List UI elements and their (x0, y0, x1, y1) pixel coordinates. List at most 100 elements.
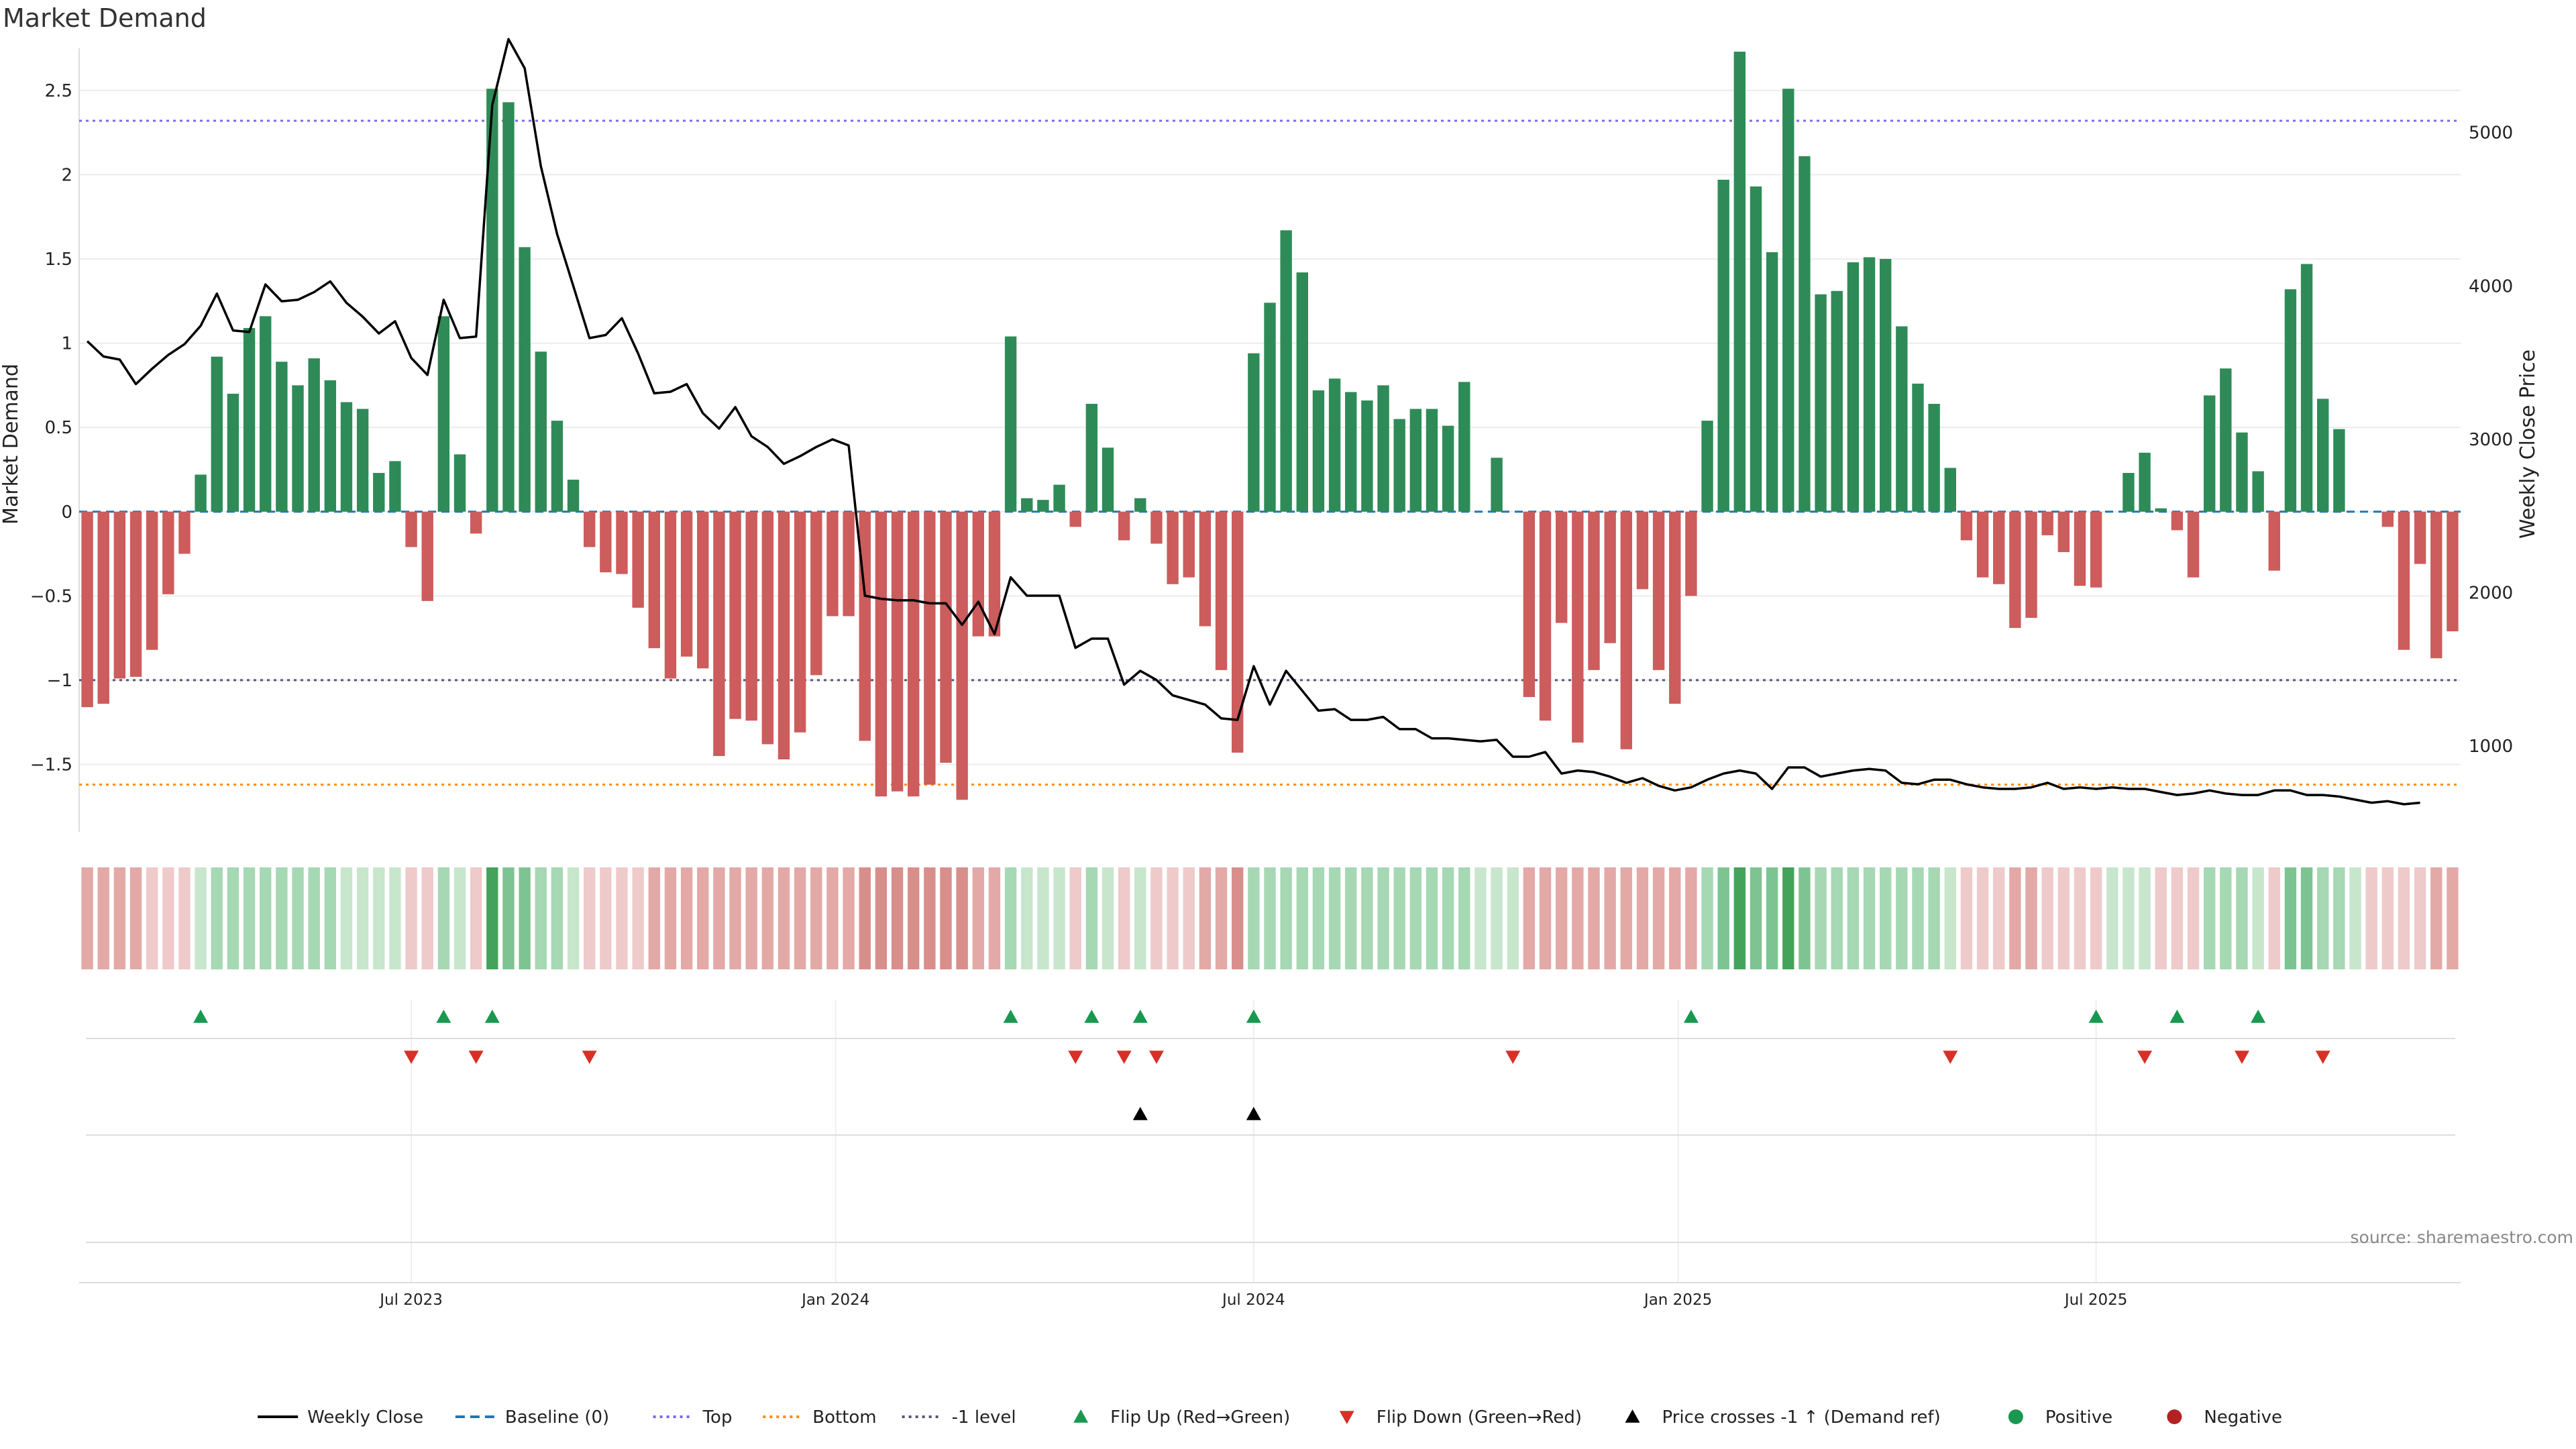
demand-bar (940, 511, 952, 763)
heat-cell (1831, 867, 1843, 969)
demand-bar (1069, 511, 1081, 527)
demand-bar (1604, 511, 1616, 643)
heat-cell (1976, 867, 1989, 969)
heat-cell (2139, 867, 2151, 969)
legend-label: Flip Up (Red→Green) (1110, 1407, 1290, 1428)
heat-cell (843, 867, 855, 969)
demand-bar (1409, 409, 1422, 512)
demand-bar (1037, 500, 1049, 512)
demand-bar (1361, 400, 1373, 512)
y2-tick-label: 3000 (2469, 430, 2513, 450)
demand-bar (421, 511, 433, 601)
legend-swatch (1073, 1409, 1089, 1423)
heat-cell (276, 867, 288, 969)
heat-cell (1118, 867, 1130, 969)
demand-bar (486, 89, 498, 512)
demand-bar (1328, 378, 1341, 512)
demand-bar (1733, 52, 1746, 512)
heat-cell (1944, 867, 1956, 969)
heat-cell (373, 867, 385, 969)
heat-cell (2155, 867, 2167, 969)
heat-cell (584, 867, 596, 969)
demand-bar (2430, 511, 2443, 659)
heat-cell (2236, 867, 2248, 969)
heat-cell (1604, 867, 1616, 969)
demand-bar (2057, 511, 2070, 553)
legend-item: Weekly Close (258, 1407, 423, 1428)
y2-tick-label: 5000 (2469, 123, 2513, 144)
demand-bar (453, 454, 466, 512)
heat-cell (1782, 867, 1794, 969)
demand-bar (276, 362, 288, 512)
weekly-close-line (86, 38, 2420, 806)
demand-bar (843, 511, 855, 616)
heat-cell (1069, 867, 1081, 969)
demand-bar (1944, 468, 1956, 512)
heat-cell (453, 867, 466, 969)
heat-cell (2430, 867, 2443, 969)
heat-cell (356, 867, 369, 969)
demand-bar (1021, 498, 1033, 512)
demand-bar (616, 511, 628, 574)
x-axis-ticks: Jul 2023 Jan 2024 Jul 2024 Jan 2025 Jul 2025 (378, 1291, 2127, 1309)
demand-bar (535, 352, 547, 512)
heat-cell (2025, 867, 2037, 969)
heat-cell (1799, 867, 1811, 969)
demand-bar (2414, 511, 2426, 564)
demand-bar (2333, 429, 2345, 512)
x-tick-label: Jan 2024 (800, 1291, 869, 1309)
demand-bar (1199, 511, 1212, 627)
heat-cell (648, 867, 661, 969)
heat-cell (810, 867, 822, 969)
demand-bar (1701, 421, 1713, 512)
heat-cell (940, 867, 952, 969)
flip-up-marker (1246, 1010, 1261, 1023)
y-tick-label: 0.5 (45, 418, 72, 438)
demand-bar (1312, 390, 1325, 512)
legend-label: Baseline (0) (505, 1407, 609, 1428)
heat-cell (1847, 867, 1860, 969)
heat-cell (1523, 867, 1536, 969)
y-tick-label: −1.5 (30, 755, 72, 775)
heat-cell (1393, 867, 1405, 969)
demand-bar (875, 511, 888, 797)
heat-cell (600, 867, 612, 969)
demand-bar (292, 385, 304, 512)
demand-bar (988, 511, 1001, 637)
demand-bar (129, 511, 142, 677)
heat-cell (2317, 867, 2329, 969)
heat-cell (1150, 867, 1163, 969)
demand-bar (146, 511, 158, 650)
heat-cell (1879, 867, 1892, 969)
flip-down-marker (2234, 1051, 2249, 1064)
x-tick-label: Jul 2025 (2063, 1291, 2128, 1309)
heat-cell (1215, 867, 1228, 969)
y-tick-label: 1 (61, 334, 72, 354)
heat-cell (2106, 867, 2118, 969)
heat-cell (1167, 867, 1179, 969)
demand-bar (1004, 336, 1017, 512)
heat-cell (1296, 867, 1308, 969)
demand-bar (243, 327, 256, 512)
heat-cell (1652, 867, 1665, 969)
demand-bar (859, 511, 871, 741)
demand-bars (81, 52, 2459, 800)
heat-cell (1345, 867, 1357, 969)
heat-cell (227, 867, 239, 969)
heat-cell (1183, 867, 1195, 969)
y2-tick-label: 4000 (2469, 276, 2513, 297)
demand-bar (777, 511, 790, 759)
heat-cell (826, 867, 839, 969)
heat-cell (389, 867, 401, 969)
demand-bar (356, 409, 369, 512)
flip-down-marker (1068, 1051, 1083, 1064)
x-tick-label: Jan 2025 (1643, 1291, 1712, 1309)
demand-bar (502, 102, 515, 512)
legend-label: Bottom (812, 1407, 876, 1428)
y2-tick-label: 1000 (2469, 737, 2513, 757)
demand-bar (1572, 511, 1584, 743)
demand-bar (1102, 447, 1114, 512)
heat-cell (908, 867, 920, 969)
heat-cell (292, 867, 304, 969)
